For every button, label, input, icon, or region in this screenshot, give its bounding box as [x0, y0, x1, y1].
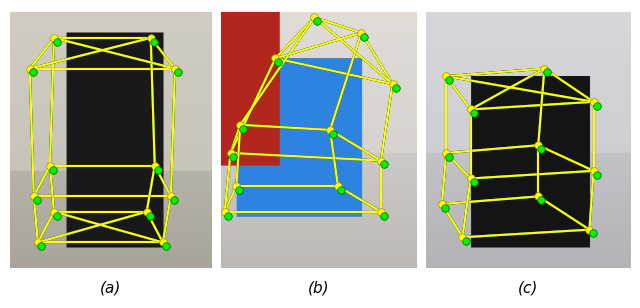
Point: [150, 163, 160, 168]
Point: [170, 66, 180, 71]
Point: [173, 70, 183, 75]
Point: [584, 227, 595, 232]
Point: [588, 168, 598, 173]
Point: [387, 81, 397, 86]
Point: [169, 198, 179, 203]
Point: [161, 244, 171, 249]
Point: [234, 188, 244, 192]
Point: [336, 188, 346, 192]
Point: [359, 34, 369, 39]
Point: [440, 205, 450, 210]
Point: [328, 131, 338, 136]
Point: [146, 35, 156, 40]
Point: [29, 194, 39, 199]
Point: [444, 78, 454, 83]
Point: [465, 176, 476, 181]
Point: [468, 111, 479, 116]
Point: [333, 184, 343, 188]
Point: [33, 240, 43, 245]
Point: [540, 66, 550, 71]
Point: [588, 99, 598, 104]
Point: [591, 103, 602, 108]
Point: [273, 60, 284, 65]
Point: [231, 184, 241, 188]
Point: [28, 70, 38, 75]
Point: [220, 209, 230, 214]
Point: [52, 39, 62, 44]
Point: [236, 122, 246, 127]
Point: [460, 239, 470, 244]
Point: [437, 201, 447, 206]
Point: [145, 213, 155, 218]
Point: [376, 158, 386, 163]
Point: [309, 15, 319, 20]
Point: [458, 235, 468, 240]
Point: [444, 154, 454, 159]
Point: [36, 244, 46, 249]
Point: [223, 213, 233, 218]
Point: [228, 154, 239, 159]
Point: [270, 56, 280, 61]
Point: [52, 213, 62, 218]
Point: [468, 180, 479, 185]
Point: [591, 172, 602, 177]
Point: [32, 198, 42, 203]
Point: [325, 128, 335, 132]
Point: [379, 162, 389, 167]
Point: [49, 209, 59, 214]
Point: [153, 167, 163, 172]
Point: [441, 150, 451, 155]
Point: [238, 126, 248, 131]
Point: [390, 85, 401, 90]
Point: [376, 209, 386, 214]
Point: [536, 198, 547, 203]
Point: [45, 163, 55, 168]
Point: [588, 231, 598, 236]
Point: [536, 147, 547, 152]
Point: [157, 240, 168, 245]
Point: [533, 194, 543, 199]
Point: [225, 150, 236, 155]
Point: [542, 70, 552, 75]
Point: [533, 143, 543, 148]
Point: [141, 209, 152, 214]
Point: [312, 19, 323, 24]
Text: (c): (c): [518, 281, 538, 296]
Point: [49, 35, 59, 40]
Point: [25, 66, 35, 71]
Text: (a): (a): [100, 281, 121, 296]
Point: [441, 74, 451, 79]
Point: [379, 213, 389, 218]
Point: [166, 194, 176, 199]
Text: (b): (b): [308, 281, 329, 296]
Point: [465, 107, 476, 112]
Point: [148, 39, 159, 44]
Point: [356, 30, 367, 35]
Point: [48, 167, 58, 172]
